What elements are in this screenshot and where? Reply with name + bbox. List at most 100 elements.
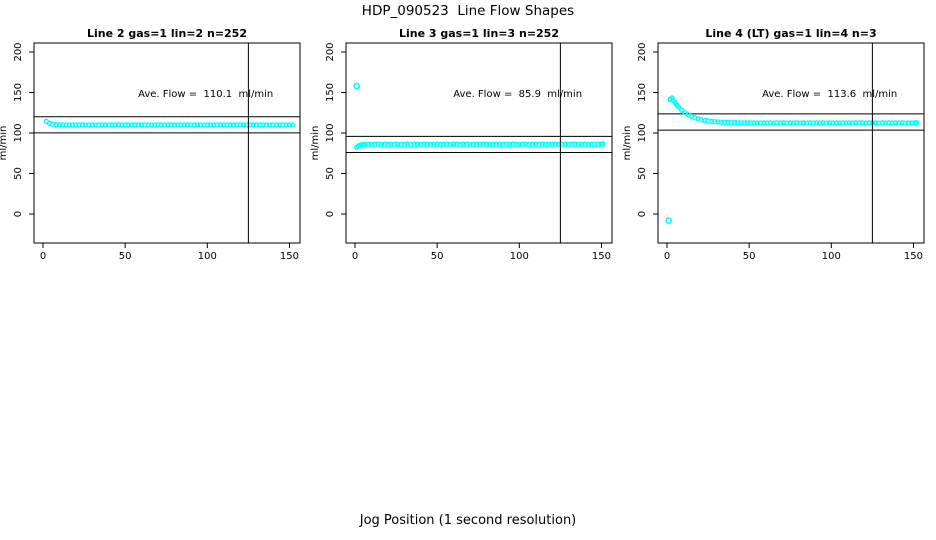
data-point [820,120,826,126]
data-point [784,120,790,126]
y-tick-label: 100 [325,123,336,142]
data-point [533,141,539,148]
data-point [751,120,757,126]
data-point [270,122,276,128]
data-point [738,120,744,126]
data-point [365,141,371,148]
x-tick-label: 100 [822,251,841,262]
data-point [178,122,184,128]
data-point [194,122,201,128]
data-point [214,122,220,128]
data-point [404,141,411,147]
data-point [125,122,132,128]
data-point [846,120,853,126]
y-tick-label: 100 [13,123,24,142]
data-point [122,122,128,128]
data-point [132,122,138,128]
panel-title: Line 3 gas=1 lin=3 n=252 [399,27,559,40]
data-point [744,120,751,126]
data-point [437,141,444,148]
data-point [536,141,542,148]
data-point [490,141,496,148]
data-point [398,141,404,148]
data-point [480,141,486,147]
data-point [859,120,866,126]
data-point [774,120,780,126]
data-point [728,119,734,126]
data-point [823,120,830,126]
data-point [375,141,381,147]
data-point [69,122,76,128]
data-point [112,122,118,128]
data-point [368,141,375,148]
data-point [856,120,862,126]
figure-title: HDP_090523 Line Flow Shapes [361,3,575,19]
panel-line3: Line 3 gas=1 lin=3 n=252 0 50 100 150 0 50 100 1… [310,27,613,262]
data-point [477,141,483,148]
data-point [207,122,214,128]
data-point [283,122,289,128]
data-point [725,119,731,126]
data-point [849,120,856,126]
data-point [787,120,793,126]
data-point [895,120,902,126]
data-point [734,120,741,126]
plot-box [33,42,301,244]
data-point [467,141,473,148]
data-point [253,122,260,128]
data-point [592,141,598,148]
data-point [240,122,247,128]
data-point [276,122,283,128]
y-tick-label: 0 [325,211,336,217]
data-point [771,120,777,126]
data-point [460,141,467,148]
data-point [60,122,66,128]
data-point [836,120,843,126]
data-point [385,141,391,148]
data-point [391,141,398,147]
data-point [273,122,280,128]
data-point [853,120,859,126]
data-point [882,120,889,126]
data-point [807,120,813,126]
data-point [741,120,747,126]
data-point [840,120,846,126]
panel-title: Line 4 (LT) gas=1 lin=4 n=3 [705,27,876,40]
data-point [79,122,86,128]
data-point [401,141,407,148]
data-point [843,120,849,126]
data-point [526,141,532,148]
data-point [83,122,89,128]
data-point [148,122,155,128]
data-point [764,120,770,126]
data-point [414,141,421,148]
data-point [184,122,191,128]
data-point [562,141,569,148]
y-tick-label: 200 [325,42,336,61]
data-point [539,141,546,147]
data-point [833,120,839,126]
y-tick-label: 150 [13,83,24,102]
data-point [565,141,572,148]
data-point [800,120,807,126]
data-point [418,141,424,148]
data-point [171,122,178,128]
data-point [224,122,230,128]
data-point [483,141,490,148]
x-tick-label: 100 [510,251,529,262]
data-point [92,122,99,128]
data-point [473,141,480,148]
data-point [585,141,592,148]
y-axis-label: ml/min [310,126,321,161]
x-tick-label: 0 [40,251,46,262]
data-point [863,120,869,126]
data-point [66,122,72,128]
data-point [579,141,585,148]
data-point [679,107,685,113]
data-point [721,119,728,126]
x-tick-label: 50 [743,251,756,262]
y-axis-label: ml/min [0,126,9,161]
data-point [790,120,797,126]
data-point [73,122,79,128]
data-point [89,122,95,128]
